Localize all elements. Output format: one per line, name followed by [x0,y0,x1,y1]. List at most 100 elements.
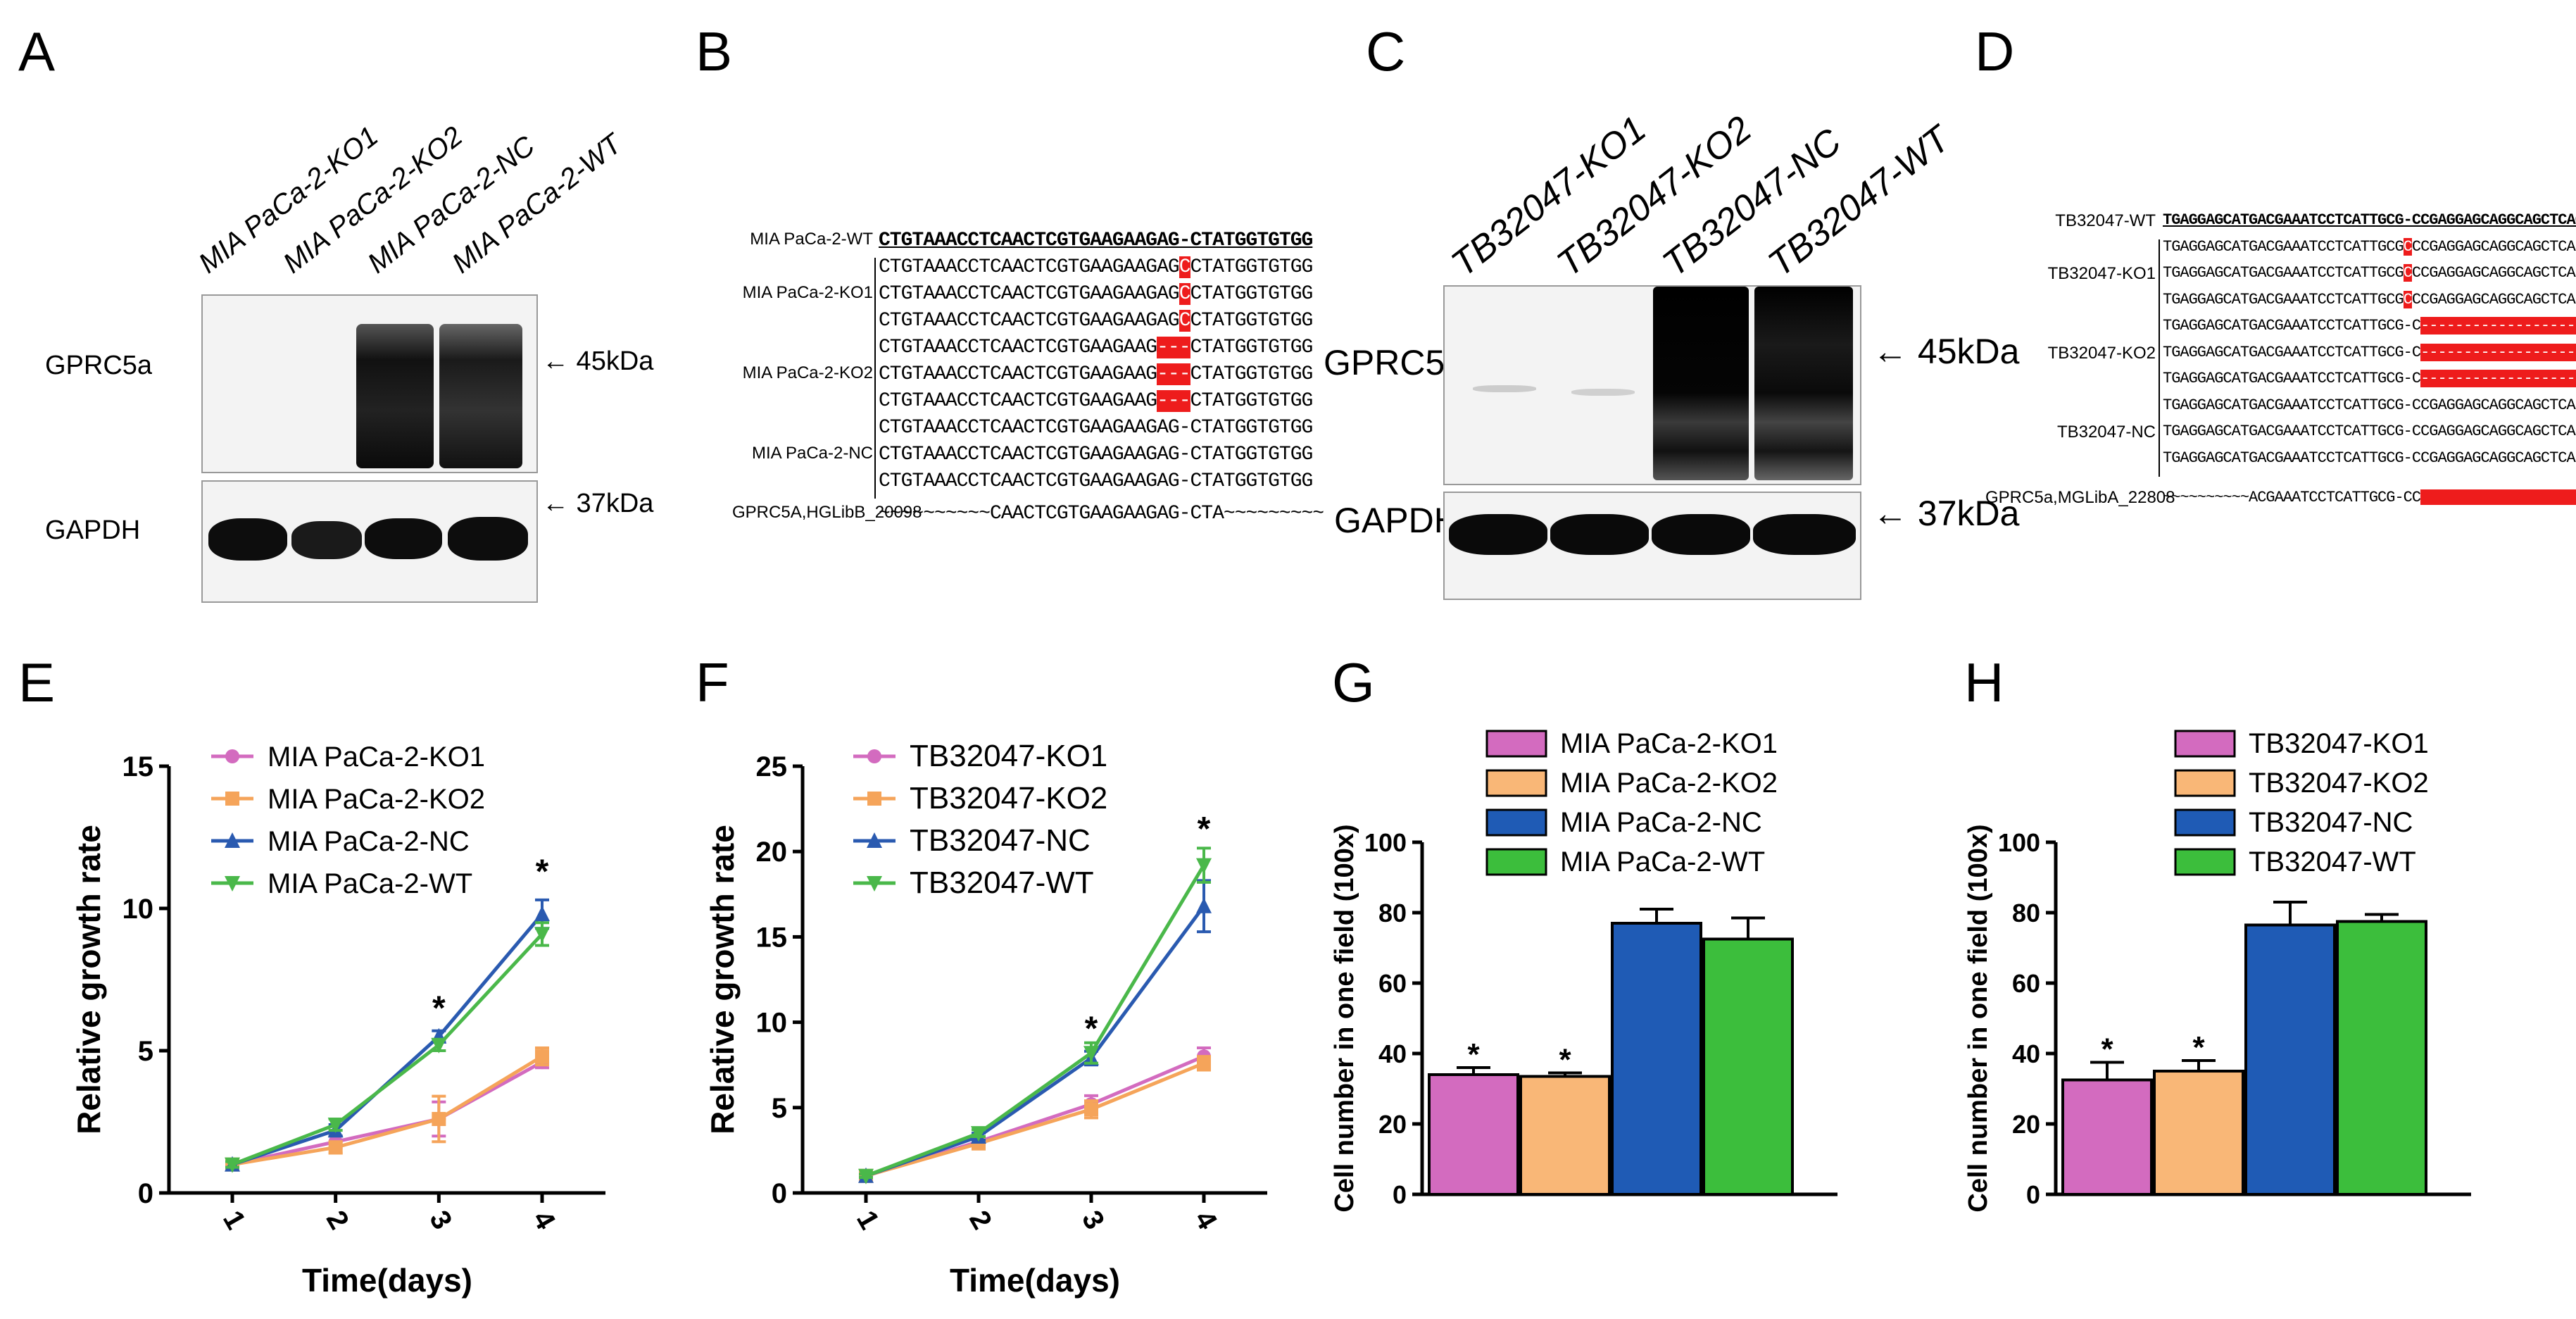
gapdh-blot-image [1443,492,1861,600]
guide-name: GPRC5a,MGLibA_22808 [1985,488,2175,507]
bar [1702,937,1794,1196]
aligned-sequence: CTGTAAACCTCAACTCGTGAAGAAGAGCCTATGGTGTGG [879,256,1313,278]
series-marker [432,1111,446,1126]
y-tick-label: 20 [1378,1110,1407,1139]
group-bracket [2159,318,2160,398]
y-tick-label: 80 [2012,899,2040,927]
legend-label: MIA PaCa-2-WT [268,868,472,899]
panel-label-b: B [696,20,733,82]
group-bracket [2159,239,2160,318]
significance-star: * [1559,1043,1571,1077]
gprc5a-blot-image [1443,285,1861,485]
series-marker [867,876,882,892]
legend-label: MIA PaCa-2-KO1 [268,742,485,773]
legend-label: MIA PaCa-2-KO2 [268,784,485,815]
series-marker [867,792,881,806]
aligned-sequence: TGAGGAGCATGACGAAATCCTCATTGCG-C----------… [2163,317,2576,335]
y-tick-label: 15 [122,751,154,782]
series-line [865,864,1206,1178]
legend-label: MIA PaCa-2-KO1 [1560,728,1778,759]
legend-swatch [1485,848,1547,876]
y-axis-label: Relative growth rate [704,825,741,1134]
y-tick-label: 0 [2026,1180,2040,1209]
guide-sequence: ~~~~~~~~~~ACGAAATCCTCATTGCG-CC [2163,489,2576,506]
series-marker [225,1157,240,1173]
x-tick-label: 3 [1076,1206,1110,1234]
bar [1428,1073,1519,1196]
sequence-name: MIA PaCa-2-KO1 [742,283,873,302]
y-tick-label: 60 [2012,969,2040,998]
legend-label: MIA PaCa-2-WT [1560,846,1765,877]
legend-swatch [1485,769,1547,797]
series-marker [858,1168,874,1184]
significance-star: * [2192,1030,2205,1065]
series-marker [327,1118,344,1134]
series-line [232,1054,544,1167]
legend-swatch [2174,848,2236,876]
bar [2336,920,2427,1196]
legend-swatch [2174,808,2236,837]
panel-label-c: C [1366,20,1406,82]
legend-label: MIA PaCa-2-KO2 [1560,768,1778,799]
series-marker [867,832,882,848]
series-marker [1084,1102,1098,1117]
aligned-sequence: TGAGGAGCATGACGAAATCCTCATTGCG-C----------… [2163,343,2576,361]
legend-label: TB32047-KO2 [910,781,1107,815]
x-tick-label: 2 [963,1206,998,1234]
reference-sequence: TGAGGAGCATGACGAAATCCTCATTGCG-CCGAGGAGCAG… [2163,211,2576,229]
aligned-sequence: TGAGGAGCATGACGAAATCCTCATTGCGCCCGAGGAGCAG… [2163,237,2576,256]
series-marker [535,1049,549,1064]
y-tick-label: 100 [1364,828,1407,857]
aligned-sequence: TGAGGAGCATGACGAAATCCTCATTGCGCCCGAGGAGCAG… [2163,264,2576,282]
aligned-sequence: TGAGGAGCATGACGAAATCCTCATTGCG-CCGAGGAGCAG… [2163,396,2576,414]
y-axis-label: Relative growth rate [70,825,107,1134]
panel-label-h: H [1964,651,2004,713]
y-tick-label: 80 [1378,899,1407,927]
group-bracket [2159,397,2160,477]
group-bracket [874,338,876,418]
y-tick-label: 0 [1393,1180,1407,1209]
group-bracket [874,258,876,338]
series-line [865,1061,1205,1178]
series-marker [534,927,550,943]
guide-name: GPRC5A,HGLibB_20098 [732,503,922,522]
series-marker [867,749,881,763]
significance-star: * [536,853,549,890]
series-line [232,913,544,1166]
sequence-name: TB32047-KO1 [2047,264,2156,283]
blot-row-label: GAPDH [1334,501,1459,540]
y-tick-label: 40 [2012,1039,2040,1068]
sequence-name: TB32047-KO2 [2047,343,2156,363]
aligned-sequence: TGAGGAGCATGACGAAATCCTCATTGCGCCCGAGGAGCAG… [2163,290,2576,308]
legend-label: TB32047-KO1 [2249,728,2429,759]
panel-label-f: F [696,651,729,713]
series-marker [328,1140,343,1155]
y-tick-label: 0 [138,1178,153,1209]
x-tick-label: 4 [1188,1206,1224,1235]
series-marker [225,749,239,763]
x-axis-label: Time(days) [302,1262,472,1299]
y-tick-label: 10 [122,894,154,925]
blot-row-label: GAPDH [45,515,141,545]
panel-label-a: A [18,20,56,82]
aligned-sequence: TGAGGAGCATGACGAAATCCTCATTGCG-CCGAGGAGCAG… [2163,423,2576,440]
legend-label: TB32047-KO1 [910,739,1107,773]
x-tick-label: 2 [320,1206,355,1234]
aligned-sequence: CTGTAAACCTCAACTCGTGAAGAAGAG-CTATGGTGTGG [879,470,1313,492]
series-marker [971,1126,986,1142]
reference-sequence: CTGTAAACCTCAACTCGTGAAGAAGAG-CTATGGTGTGG [879,230,1313,251]
legend-swatch [2174,769,2236,797]
series-marker [1197,1056,1211,1070]
group-bracket [874,418,876,499]
growth-chart-e: 0 5 10 15 1 2 3 4 Time(days) Relative growth rate… [70,742,605,1299]
aligned-sequence: CTGTAAACCTCAACTCGTGAAGAAG---CTATGGTGTGG [879,390,1313,412]
growth-chart-f: 0 5 10 15 20 25 1 2 3 4 Time(days) Relative growth … [704,739,1267,1299]
y-axis-label: Cell number in one field (100x) [1330,824,1359,1212]
mw-marker: ← 45kDa [542,346,654,376]
y-tick-label: 0 [772,1178,787,1209]
significance-star: * [1085,1010,1098,1047]
y-tick-label: 100 [1998,828,2040,857]
aligned-sequence: CTGTAAACCTCAACTCGTGAAGAAGAGCCTATGGTGTGG [879,310,1313,332]
legend-label: TB32047-WT [910,865,1094,900]
